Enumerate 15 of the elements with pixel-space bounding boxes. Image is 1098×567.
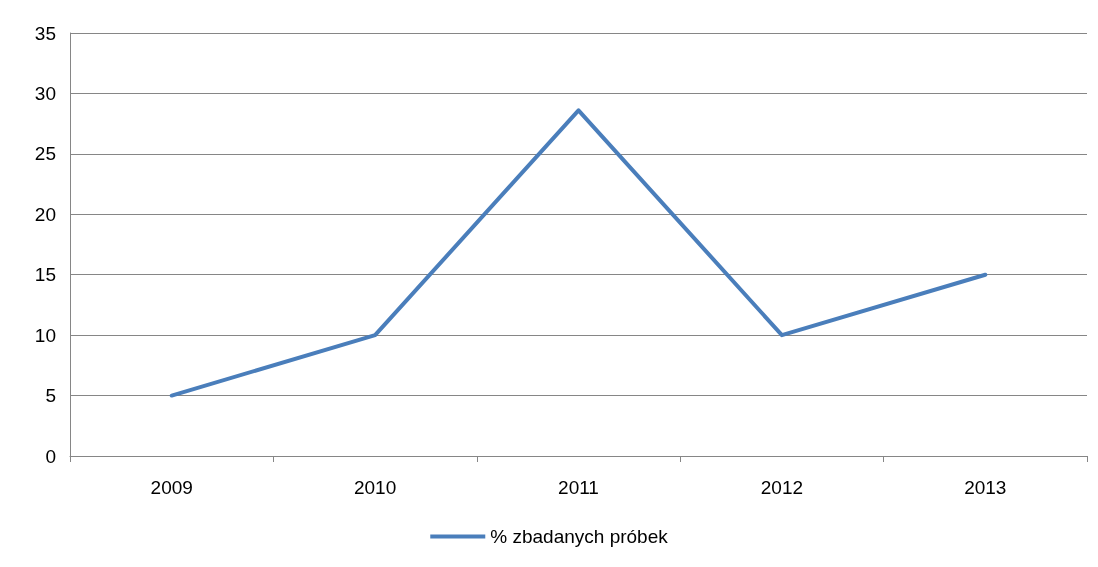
y-tick-label: 30 <box>34 82 56 104</box>
x-tick-label: 2012 <box>760 477 804 498</box>
y-tick-label: 10 <box>34 324 56 346</box>
x-tick-label: 2009 <box>150 477 193 498</box>
x-tick-label: 2013 <box>964 477 1007 498</box>
legend-label: % zbadanych próbek <box>490 526 669 547</box>
y-tick-label: 20 <box>34 203 56 225</box>
y-tick-label: 0 <box>45 445 56 467</box>
y-tick-label: 25 <box>34 143 56 165</box>
y-tick-label: 5 <box>45 385 56 407</box>
x-tick-label: 2010 <box>353 477 397 498</box>
x-tick-label: 2011 <box>558 477 599 498</box>
y-tick-label: 35 <box>34 22 56 44</box>
y-tick-label: 15 <box>34 264 56 286</box>
line-series <box>169 108 988 398</box>
